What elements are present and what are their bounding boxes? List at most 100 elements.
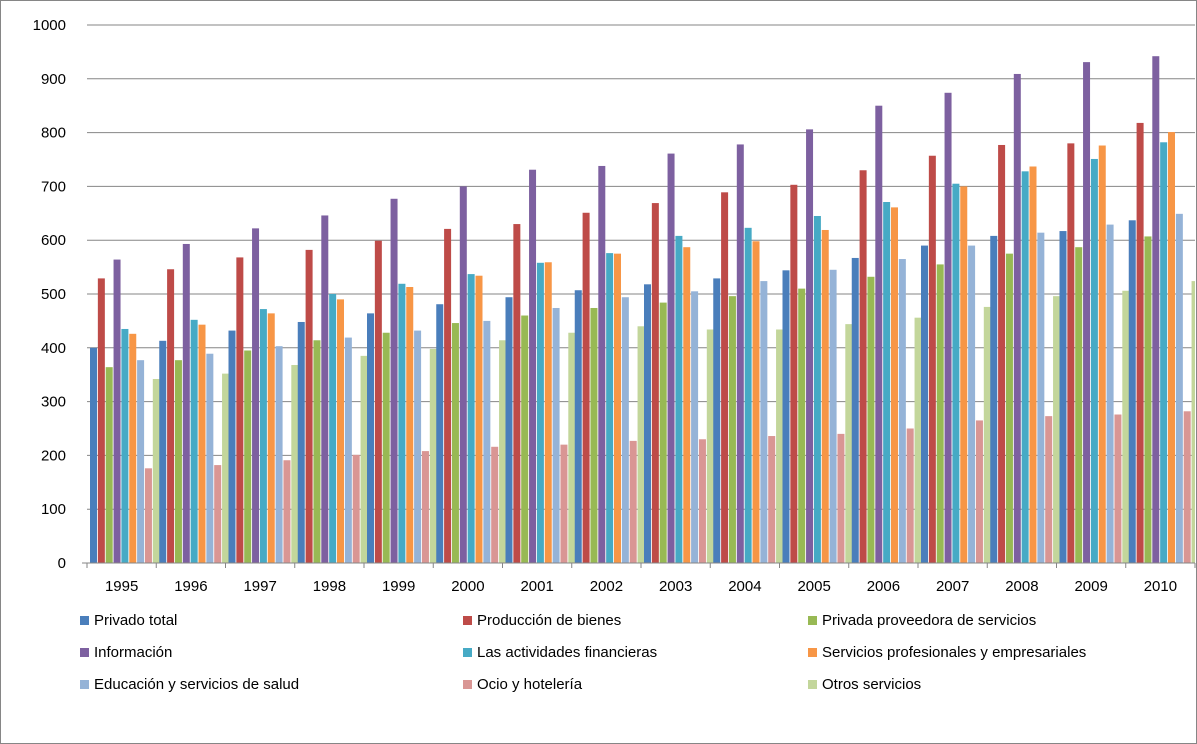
bar: [968, 245, 976, 563]
bar: [698, 439, 706, 563]
bar: [574, 290, 582, 563]
bar: [344, 337, 352, 563]
legend-item: Educación y servicios de salud: [80, 676, 299, 693]
bar: [891, 207, 898, 563]
legend-label: Producción de bienes: [477, 612, 622, 629]
x-tick-label: 1998: [313, 578, 346, 595]
bar: [398, 283, 406, 563]
bar: [821, 229, 829, 563]
bar: [513, 224, 521, 563]
bar: [568, 332, 576, 563]
legend-item: Servicios profesionales y empresariales: [808, 644, 1086, 661]
bar: [1013, 73, 1021, 563]
x-tick-label: 1999: [382, 578, 415, 595]
bar: [382, 332, 390, 563]
bar: [444, 228, 452, 564]
bar: [390, 198, 398, 564]
y-tick-label: 0: [58, 555, 66, 572]
bar: [1053, 296, 1061, 563]
bar: [651, 203, 659, 563]
legend-item: Ocio y hotelería: [463, 676, 582, 693]
bar: [776, 329, 784, 563]
bar: [975, 420, 983, 563]
bar: [1059, 231, 1067, 563]
bar: [113, 259, 121, 563]
bar: [459, 186, 467, 563]
bar: [167, 269, 175, 563]
bar: [960, 186, 968, 563]
bar: [629, 440, 637, 563]
bar: [1152, 56, 1160, 563]
bar: [1083, 62, 1091, 563]
bar: [190, 319, 198, 563]
legend-swatch: [808, 616, 817, 625]
bar: [313, 340, 321, 563]
bar: [659, 302, 667, 563]
legend-label: Privado total: [94, 612, 178, 629]
bar: [544, 262, 552, 563]
y-tick-label: 300: [41, 394, 66, 411]
legend-label: Servicios profesionales y empresariales: [822, 644, 1087, 661]
legend-item: Las actividades financieras: [463, 644, 657, 661]
bar: [329, 294, 337, 563]
y-tick-label: 800: [41, 125, 66, 142]
bar: [1067, 143, 1075, 564]
legend-item: Privada proveedora de servicios: [808, 612, 1036, 629]
bar: [521, 315, 529, 563]
bar: [560, 444, 568, 563]
bar: [283, 460, 291, 563]
bar: [1029, 166, 1037, 563]
legend-swatch: [463, 680, 472, 689]
bar: [952, 183, 960, 563]
legend-label: Ocio y hotelería: [477, 676, 583, 693]
bar: [1045, 416, 1053, 563]
bar: [598, 165, 606, 563]
bar: [505, 297, 513, 563]
bar: [851, 257, 859, 563]
bar: [675, 235, 683, 563]
legend-item: Privado total: [80, 612, 177, 629]
bar: [144, 468, 152, 563]
bar: [837, 433, 845, 563]
bar: [644, 284, 651, 563]
bar: [1090, 158, 1098, 563]
legend-swatch: [80, 648, 89, 657]
bar: [582, 212, 590, 563]
bar: [614, 253, 621, 563]
bar: [137, 360, 145, 563]
bar: [90, 347, 97, 563]
bar: [1122, 290, 1130, 563]
legend-item: Otros servicios: [808, 676, 921, 693]
bar: [1021, 171, 1029, 563]
x-tick-label: 2008: [1005, 578, 1038, 595]
bar: [867, 276, 875, 563]
bar: [637, 326, 645, 563]
bar: [198, 324, 206, 563]
bar: [998, 144, 1006, 563]
legend-swatch: [808, 680, 817, 689]
x-tick-label: 2010: [1144, 578, 1177, 595]
bar: [352, 454, 360, 563]
bar: [182, 243, 190, 563]
bar: [421, 451, 429, 563]
legend-label: Las actividades financieras: [477, 644, 658, 661]
bar: [806, 129, 814, 563]
bar: [174, 360, 182, 563]
bar: [429, 348, 437, 563]
bar: [590, 307, 598, 563]
y-tick-label: 600: [41, 232, 66, 249]
bar: [921, 245, 928, 563]
y-tick-label: 500: [41, 286, 66, 303]
bar: [267, 313, 275, 563]
x-tick-label: 2000: [451, 578, 484, 595]
bar: [829, 269, 837, 563]
bar: [606, 253, 614, 563]
bar: [1037, 232, 1045, 563]
bar: [97, 278, 105, 563]
bar: [467, 274, 475, 563]
bar: [536, 262, 544, 563]
bar: [813, 215, 821, 564]
bar: [928, 155, 936, 563]
bar: [944, 92, 952, 564]
